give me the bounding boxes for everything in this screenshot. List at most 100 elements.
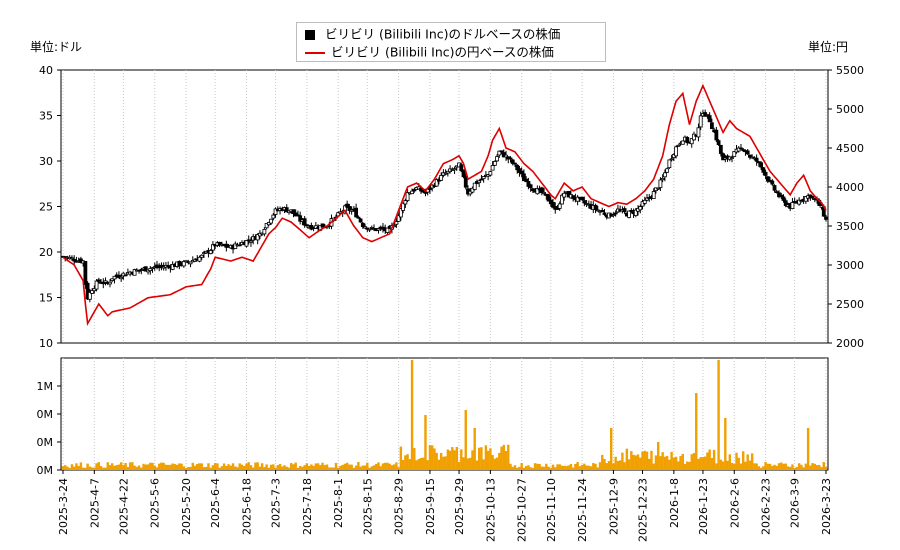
volume-bar [225, 465, 228, 470]
volume-bar [328, 467, 331, 470]
volume-bar [361, 465, 365, 470]
volume-bar [545, 463, 548, 470]
volume-bar [305, 463, 309, 470]
candle-body [477, 180, 482, 184]
volume-bar [307, 465, 311, 470]
volume-bar [366, 462, 369, 470]
volume-bar [283, 465, 286, 470]
volume-bar [410, 360, 414, 470]
candle-body [803, 196, 808, 202]
volume-bar [466, 458, 470, 470]
volume-bar [265, 464, 268, 470]
volume-bar [516, 467, 519, 470]
candle-body [123, 274, 128, 277]
volume-bar [457, 461, 461, 470]
volume-bar [345, 462, 349, 470]
volume-bar [95, 463, 98, 470]
volume-bar [643, 450, 646, 470]
volume-bar [135, 466, 139, 470]
volume-bar [144, 464, 147, 470]
candle-body [302, 218, 307, 226]
jpy-swatch [305, 51, 325, 54]
usd-tick-label: 30 [39, 155, 53, 168]
volume-bar [189, 466, 192, 470]
candle-body [365, 227, 370, 230]
x-tick-label: 2026-2-23 [760, 478, 773, 535]
candle-body [367, 228, 372, 231]
candle-body [246, 239, 251, 242]
candle-body [298, 215, 303, 222]
candle-body [741, 149, 746, 152]
candle-body [398, 208, 403, 218]
volume-bar [571, 467, 575, 470]
volume-bar [733, 463, 736, 470]
volume-bar [64, 465, 67, 470]
jpy-tick-label: 3000 [836, 259, 864, 272]
candle-body [313, 225, 318, 229]
jpy-tick-label: 4000 [836, 181, 864, 194]
volume-bar [97, 462, 101, 470]
x-tick-label: 2025-12-23 [637, 478, 650, 542]
candle-body [560, 194, 564, 205]
candle-body [244, 240, 249, 247]
candle-body [103, 280, 108, 283]
candle-body [613, 212, 618, 215]
candle-body [714, 129, 719, 141]
volume-bar [287, 467, 291, 470]
volume-bar [462, 457, 465, 470]
candle-body [139, 269, 144, 271]
volume-bar [507, 444, 510, 470]
volume-bar [549, 467, 552, 470]
volume-bar [578, 466, 582, 470]
volume-tick-label: 0M [37, 408, 54, 421]
x-tick-label: 2025-11-24 [576, 478, 589, 542]
volume-bar [86, 463, 89, 470]
volume-bar [184, 467, 188, 470]
volume-bar [598, 462, 602, 470]
candle-body [772, 185, 777, 191]
candle-body [611, 214, 616, 216]
volume-bar [695, 393, 698, 470]
volume-bar [529, 467, 532, 470]
candle-body [685, 137, 690, 144]
volume-bar [426, 460, 429, 470]
right-axis-unit-label: 単位:円 [808, 40, 849, 54]
volume-bar [84, 467, 87, 470]
volume-bar [422, 457, 425, 470]
volume-bar [656, 442, 660, 470]
candle-body [249, 240, 253, 243]
volume-bar [209, 467, 212, 470]
volume-bar [337, 467, 340, 470]
volume-bar [106, 462, 109, 470]
volume-bar [175, 464, 179, 470]
volume-bar [448, 450, 452, 470]
volume-bar [354, 465, 358, 470]
volume-bar [477, 447, 481, 470]
volume-bar [72, 466, 76, 470]
candle-body [108, 281, 112, 285]
x-tick-label: 2025-9-15 [424, 478, 437, 535]
volume-bar [518, 466, 521, 470]
candle-body [396, 215, 401, 222]
volume-bar [804, 463, 808, 470]
volume-bar [475, 460, 479, 470]
volume-bar [618, 460, 622, 470]
volume-bar [218, 467, 221, 470]
candle-body [264, 223, 269, 229]
volume-bar [397, 467, 400, 470]
volume-bar [437, 459, 441, 470]
volume-bar [455, 446, 459, 470]
volume-bar [764, 462, 767, 470]
candle-body [237, 244, 242, 247]
volume-bar [187, 467, 190, 470]
volume-bar [818, 464, 821, 470]
candle-body [546, 194, 551, 202]
volume-bar [272, 464, 275, 470]
volume-bar [126, 467, 130, 470]
volume-bar [164, 464, 168, 470]
usd-candles [61, 109, 828, 303]
volume-bar [413, 448, 416, 470]
volume-bar [750, 453, 754, 470]
volume-bar [697, 458, 700, 470]
volume-bar [712, 449, 716, 470]
